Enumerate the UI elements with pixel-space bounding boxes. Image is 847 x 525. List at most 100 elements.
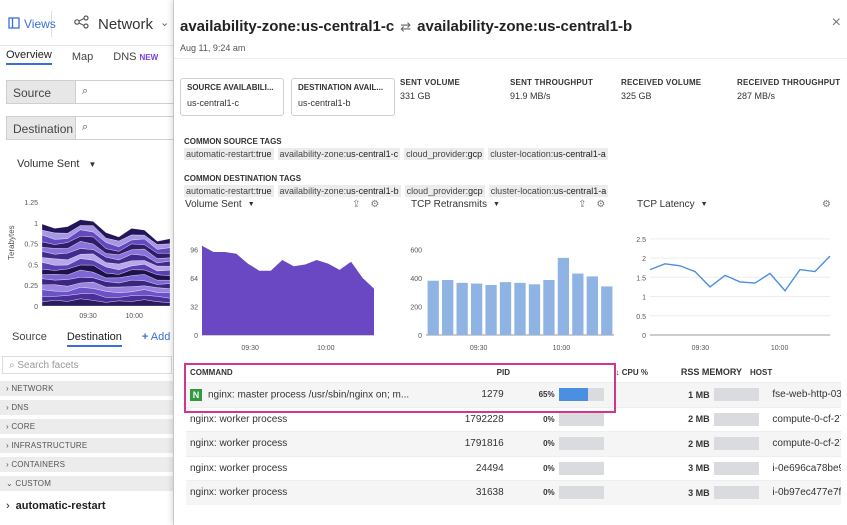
tag-chip[interactable]: cloud_provider:gcp [404,148,485,160]
chevron-right-icon: › [6,441,9,450]
tab-dns[interactable]: DNS NEW [113,51,158,63]
tag-chip[interactable]: cluster-location:us-central1-a [488,185,609,197]
title-destination: availability-zone:us-central1-b [417,18,633,35]
export-icon[interactable]: ⇪ [578,199,587,210]
tag-chip[interactable]: availability-zone:us-central1-b [277,185,401,197]
process-cpu: 0% [543,463,555,473]
col-host[interactable]: HOST [750,367,773,377]
col-rss[interactable]: RSS MEMORY [680,367,742,377]
tag-chip[interactable]: cloud_provider:gcp [404,185,485,197]
metric-select[interactable]: Volume Sent ▼ [17,158,96,170]
tag-chip[interactable]: availability-zone:us-central1-c [277,148,401,160]
process-host: i-0e696ca78be9e6f27 [772,462,841,474]
table-row[interactable]: nginx: worker process 31638 0% 3 MB i-0b97ec… [186,480,841,505]
process-pid: 31638 [475,487,504,499]
tag-key: cloud_provider: [406,186,469,196]
bar [456,282,468,335]
col-cpu[interactable]: ↓ CPU % [615,367,648,377]
tag-key: automatic-restart: [186,149,257,159]
chevron-down-icon[interactable]: ⌄ [160,17,170,29]
caret-down-icon: ▼ [492,201,500,208]
views-button[interactable]: Views [4,11,56,37]
bar [427,280,439,335]
search-facets-input[interactable]: ⌕ Search facets [2,356,172,374]
x-tick-label: 09:30 [470,345,488,352]
tag-chip[interactable]: automatic-restart:true [184,185,274,197]
bar [499,282,512,335]
network-icon [74,15,90,33]
facet-automatic-restart[interactable]: › automatic-restart [6,500,106,512]
destination-search-field[interactable]: ⌕ [76,116,173,140]
facet-group-core[interactable]: › CORE [0,418,173,434]
facet-tab-destination[interactable]: Destination [66,331,122,347]
y-tick-label: 2 [642,256,646,263]
tcp-retransmits-select[interactable]: TCP Retransmits ▼ [411,199,500,210]
stat-label: SENT THROUGHPUT [510,78,593,87]
destination-filter[interactable]: Destination ⌕ [6,116,173,140]
tcp-latency-select[interactable]: TCP Latency ▼ [637,199,708,210]
bidirectional-arrow-icon: ⇄ [400,18,412,34]
tag-value: true [256,149,272,159]
table-row[interactable]: nginx: worker process 1791816 0% 2 MB comput… [186,431,841,456]
tab-map[interactable]: Map [71,51,94,63]
facet-group-dns[interactable]: › DNS [0,399,173,415]
bar [442,280,454,335]
y-tick-label: 200 [410,304,422,311]
facet-group-custom[interactable]: ⌄ CUSTOM [0,475,173,491]
bar [514,282,526,335]
tab-overview[interactable]: Overview [6,49,52,65]
stat-sent-throughput: SENT THROUGHPUT 91.9 MB/s [510,78,593,101]
y-tick-label: 0.75 [24,242,38,249]
x-tick-label: 09:30 [79,313,97,320]
common-destination-tags: automatic-restart:true availability-zone… [184,185,609,197]
search-icon: ⌕ [82,85,89,97]
tab-dns-label: DNS [113,51,137,63]
connection-detail-panel: availability-zone:us-central1-c ⇄ availa… [174,0,847,525]
bar [470,283,483,335]
tag-key: cluster-location: [490,186,554,196]
facet-group-infrastructure[interactable]: › INFRASTRUCTURE [0,437,173,453]
command-text: nginx: worker process [190,462,288,474]
gear-icon[interactable]: ⚙ [596,199,606,210]
facet-group-containers[interactable]: › CONTAINERS [0,456,173,472]
title-source: availability-zone:us-central1-c [180,18,395,35]
col-command[interactable]: COMMAND [190,367,233,377]
cpu-bar-track [558,486,604,500]
x-tick-label: 10:00 [125,313,143,320]
gear-icon[interactable]: ⚙ [370,199,380,210]
col-pid[interactable]: PID [496,367,510,377]
facet-tab-source[interactable]: Source [12,331,47,343]
common-source-tags-title: COMMON SOURCE TAGS [184,137,282,146]
destination-zone-box: DESTINATION AVAIL... us-central1-b [291,78,395,116]
y-tick-label: 2.5 [636,237,646,244]
tag-chip[interactable]: cluster-location:us-central1-a [488,148,608,160]
tag-value: us-central1-a [553,186,607,196]
add-facet-button[interactable]: + Add [142,331,170,347]
tag-chip[interactable]: automatic-restart:true [184,148,274,160]
tcp-retransmits-actions: ⇪ ⚙ [578,199,605,210]
source-search-field[interactable]: ⌕ [76,80,173,104]
cpu-bar [555,461,657,475]
tag-value: gcp [467,149,483,159]
table-row[interactable]: nginx: worker process 24494 0% 3 MB i-0e696c… [186,455,841,481]
export-icon[interactable]: ⇪ [352,199,361,210]
facet-group-network[interactable]: › NETWORK [0,380,173,396]
stat-sent-volume: SENT VOLUME 331 GB [400,78,460,101]
new-badge: NEW [139,53,159,62]
caret-down-icon: ▼ [88,160,97,169]
gear-icon[interactable]: ⚙ [822,199,831,210]
close-icon[interactable]: × [831,14,841,31]
bar [485,285,497,335]
table-row[interactable]: nginx: worker process 1792228 0% 2 MB comput… [186,406,841,432]
bar [557,257,570,335]
mini-stream-chart: Terabytes 1.25 1 0.75 0.5 0.25 0 09:30 10:00 [7,200,171,320]
facet-group-label: INFRASTRUCTURE [11,441,88,450]
memory-bar [710,486,773,500]
tag-value: us-central1-b [346,186,399,196]
source-filter[interactable]: Source ⌕ [6,80,173,104]
facet-group-label: CONTAINERS [11,460,66,469]
volume-sent-select[interactable]: Volume Sent ▼ [185,199,255,210]
